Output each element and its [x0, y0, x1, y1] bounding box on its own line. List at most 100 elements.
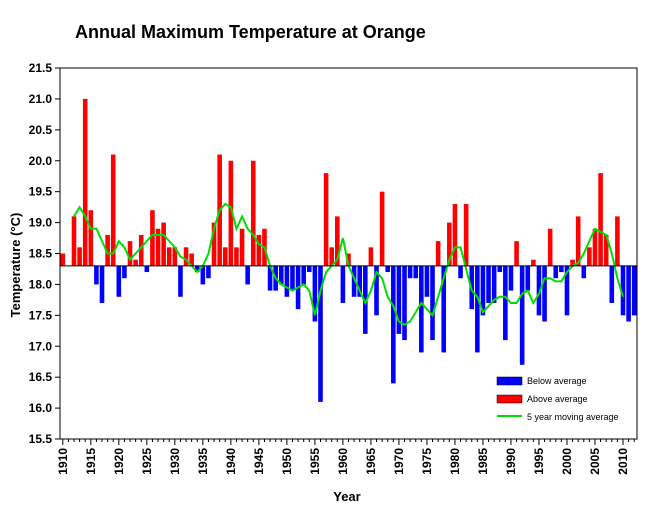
bar-1982 [463, 204, 469, 266]
legend-swatch-below [496, 376, 523, 386]
x-tick-label: 2000 [560, 448, 574, 475]
y-tick-label: 17.5 [29, 308, 53, 322]
y-tick-label: 21.0 [29, 92, 53, 106]
bar-1926 [150, 210, 155, 266]
bar-1972 [407, 265, 413, 279]
bar-1927 [155, 228, 161, 266]
bar-1945 [256, 234, 262, 266]
bar-1965 [368, 247, 374, 266]
bar-1922 [127, 241, 133, 266]
y-tick-label: 21.5 [29, 61, 53, 75]
bar-1955 [312, 265, 318, 322]
bar-1994 [531, 259, 536, 266]
bar-1951 [290, 265, 295, 291]
bar-1936 [206, 265, 211, 279]
chart-title: Annual Maximum Temperature at Orange [75, 22, 426, 42]
bar-1976 [430, 265, 435, 341]
bar-1947 [267, 265, 273, 291]
x-tick-label: 1990 [504, 448, 518, 475]
x-tick-label: 1965 [364, 448, 378, 475]
bar-2005 [592, 228, 598, 266]
bar-1932 [183, 247, 189, 266]
bar-1915 [88, 210, 94, 266]
x-tick-label: 1935 [196, 448, 210, 475]
bar-1962 [351, 265, 357, 297]
x-tick-label: 1975 [420, 448, 434, 475]
bar-2007 [603, 234, 609, 266]
bar-2008 [609, 265, 615, 303]
bar-1967 [379, 191, 385, 266]
bar-2012 [631, 265, 637, 316]
bar-1941 [234, 247, 239, 266]
x-tick-label: 1915 [84, 448, 98, 475]
bar-1960 [340, 265, 346, 303]
x-tick-label: 1940 [224, 448, 238, 475]
bar-1977 [435, 241, 441, 266]
bar-1953 [301, 265, 306, 285]
y-axis-label: Temperature (°C) [8, 213, 23, 318]
bar-1974 [419, 265, 424, 353]
bar-1949 [278, 265, 284, 285]
bar-1923 [133, 259, 138, 266]
bar-1963 [357, 265, 362, 297]
bar-1968 [385, 265, 391, 273]
bar-2010 [620, 265, 626, 316]
x-axis: 1910 1915 1920 1925 1930 1935 1940 1945 1950 1955… [56, 439, 635, 475]
bar-1930 [172, 247, 178, 266]
bar-2002 [575, 216, 581, 266]
bar-1957 [323, 173, 329, 266]
legend-label-below: Below average [527, 376, 587, 386]
bar-2004 [587, 247, 592, 266]
bar-1958 [329, 247, 334, 266]
bar-2006 [598, 173, 603, 266]
legend-label-moving-average: 5 year moving average [527, 412, 619, 422]
bar-1925 [144, 265, 150, 273]
legend-label-above: Above average [527, 394, 588, 404]
bar-1959 [335, 216, 340, 266]
y-tick-label: 19.0 [29, 216, 53, 230]
bar-1933 [189, 253, 194, 266]
bar-1997 [547, 228, 553, 266]
x-axis-label: Year [333, 489, 360, 504]
x-tick-label: 1950 [280, 448, 294, 475]
bar-1917 [99, 265, 105, 303]
bar-1990 [508, 265, 514, 291]
y-tick-label: 18.0 [29, 277, 53, 291]
bar-1913 [77, 247, 82, 266]
bar-1966 [374, 265, 379, 316]
bar-1931 [178, 265, 183, 297]
bar-1950 [284, 265, 290, 297]
bar-1989 [503, 265, 508, 341]
bar-1916 [94, 265, 99, 285]
x-tick-label: 2005 [588, 448, 602, 475]
y-tick-label: 16.5 [29, 370, 53, 384]
bar-1920 [116, 265, 122, 297]
bar-1956 [318, 265, 323, 402]
x-tick-label: 1925 [140, 448, 154, 475]
x-tick-label: 1980 [448, 448, 462, 475]
bar-1934 [194, 265, 200, 273]
y-tick-label: 17.0 [29, 339, 53, 353]
bar-1969 [391, 265, 396, 384]
bar-1929 [166, 247, 172, 266]
bar-1992 [519, 265, 525, 365]
bar-2009 [615, 216, 620, 266]
bar-2000 [564, 265, 570, 316]
x-tick-label: 1970 [392, 448, 406, 475]
bar-1999 [559, 265, 564, 273]
bar-1979 [447, 222, 452, 266]
bar-1919 [110, 154, 116, 266]
x-tick-label: 1910 [56, 448, 70, 475]
x-tick-label: 1930 [168, 448, 182, 475]
y-tick-label: 19.5 [29, 185, 53, 199]
x-tick-label: 1955 [308, 448, 322, 475]
y-tick-label: 20.5 [29, 123, 53, 137]
bar-1991 [514, 241, 519, 266]
bar-1944 [250, 160, 256, 266]
y-tick-label: 16.0 [29, 401, 53, 415]
bar-1995 [536, 265, 542, 316]
bar-1998 [553, 265, 559, 279]
bar-1973 [413, 265, 419, 279]
bar-2001 [570, 259, 575, 266]
bar-1928 [161, 222, 166, 266]
